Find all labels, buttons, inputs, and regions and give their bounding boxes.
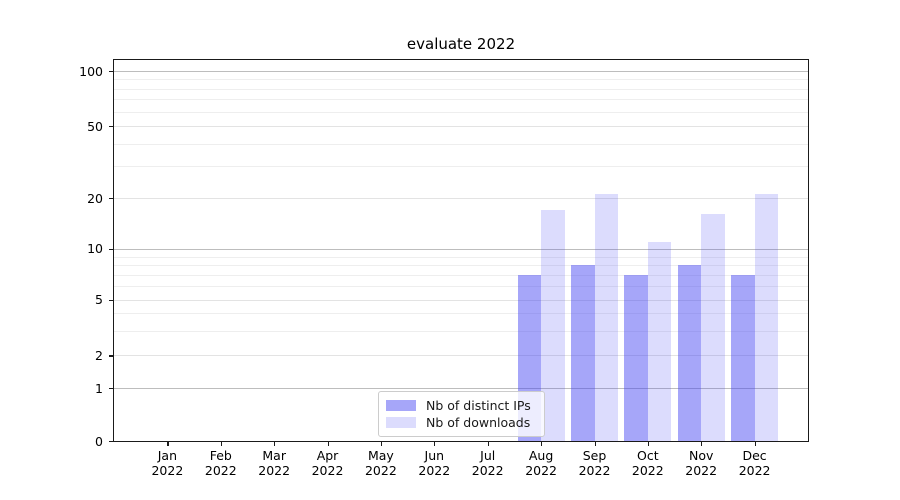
legend-item-distinct-ips: Nb of distinct IPs [386, 398, 537, 413]
x-tick-label-dec: Dec 2022 [738, 448, 771, 478]
x-tick-mark-sep [594, 442, 596, 446]
gridline-2 [114, 355, 808, 357]
y-tick-mark-50 [109, 126, 113, 128]
x-tick-mark-apr [327, 442, 329, 446]
bar-nb-of-downloads-nov [701, 214, 725, 441]
y-tick-label-5: 5 [95, 292, 103, 308]
x-tick-mark-dec [754, 442, 756, 446]
x-tick-label-mar: Mar 2022 [258, 448, 291, 478]
y-tick-label-20: 20 [87, 190, 103, 206]
x-tick-mark-jan [167, 442, 169, 446]
legend-swatch-downloads [386, 417, 416, 429]
y-tick-label-50: 50 [87, 118, 103, 134]
gridline-20 [114, 198, 808, 199]
legend-label-distinct-ips: Nb of distinct IPs [426, 397, 531, 413]
bar-nb-of-downloads-dec [754, 194, 779, 441]
y-tick-mark-2 [109, 355, 113, 357]
y-tick-mark-20 [109, 198, 113, 200]
y-tick-label-2: 2 [95, 347, 103, 363]
bar-nb-of-distinct-ips-sep [571, 265, 595, 441]
legend: Nb of distinct IPs Nb of downloads [378, 391, 545, 437]
y-tick-label-1: 1 [95, 380, 103, 396]
legend-item-downloads: Nb of downloads [386, 415, 537, 430]
x-tick-label-may: May 2022 [364, 448, 397, 478]
x-tick-mark-nov [701, 442, 703, 446]
legend-label-downloads: Nb of downloads [426, 415, 531, 431]
gridline-minor-80 [114, 88, 808, 90]
x-tick-label-jun: Jun 2022 [418, 448, 451, 478]
y-tick-mark-10 [109, 248, 113, 250]
bar-nb-of-downloads-sep [594, 194, 618, 441]
legend-swatch-distinct-ips [386, 399, 416, 411]
gridline-5 [114, 299, 808, 301]
gridline-minor-30 [114, 166, 808, 168]
gridline-minor-8 [114, 265, 808, 267]
gridline-minor-40 [114, 143, 808, 145]
x-tick-label-nov: Nov 2022 [685, 448, 718, 478]
y-tick-mark-5 [109, 299, 113, 301]
bar-nb-of-distinct-ips-oct [624, 274, 648, 441]
bar-nb-of-downloads-oct [647, 241, 672, 441]
gridline-minor-6 [114, 286, 808, 288]
x-tick-label-jul: Jul 2022 [471, 448, 504, 478]
y-tick-mark-1 [109, 388, 113, 390]
bar-nb-of-distinct-ips-nov [677, 265, 702, 441]
gridline-100 [114, 71, 808, 72]
gridline-minor-70 [114, 99, 808, 101]
x-tick-label-feb: Feb 2022 [204, 448, 237, 478]
gridline-minor-60 [114, 111, 808, 113]
gridline-minor-7 [114, 274, 808, 276]
gridline-1 [114, 388, 808, 390]
gridline-minor-90 [114, 79, 808, 81]
x-tick-label-oct: Oct 2022 [631, 448, 664, 478]
x-tick-mark-feb [220, 442, 222, 446]
plot-area: Nb of distinct IPs Nb of downloads [113, 59, 809, 442]
bar-nb-of-distinct-ips-dec [731, 274, 755, 441]
y-tick-label-0: 0 [95, 433, 103, 449]
x-tick-mark-jul [487, 442, 489, 446]
y-tick-mark-0 [109, 441, 113, 443]
x-tick-mark-oct [647, 442, 649, 446]
y-tick-label-10: 10 [87, 241, 103, 257]
x-tick-mark-mar [274, 442, 276, 446]
x-tick-mark-aug [541, 442, 543, 446]
gridline-50 [114, 126, 808, 128]
x-tick-label-aug: Aug 2022 [525, 448, 557, 478]
x-tick-mark-jun [434, 442, 436, 446]
x-tick-label-jan: Jan 2022 [151, 448, 184, 478]
gridline-10 [114, 248, 808, 250]
chart-title: evaluate 2022 [406, 35, 516, 53]
x-tick-mark-may [380, 442, 383, 446]
gridline-minor-4 [114, 313, 808, 315]
x-tick-label-sep: Sep 2022 [578, 448, 611, 478]
x-tick-label-apr: Apr 2022 [311, 448, 344, 478]
bar-nb-of-downloads-aug [541, 209, 565, 441]
y-tick-label-100: 100 [79, 63, 103, 79]
gridline-minor-9 [114, 256, 808, 258]
gridline-minor-3 [114, 330, 808, 332]
y-tick-mark-100 [109, 71, 113, 73]
